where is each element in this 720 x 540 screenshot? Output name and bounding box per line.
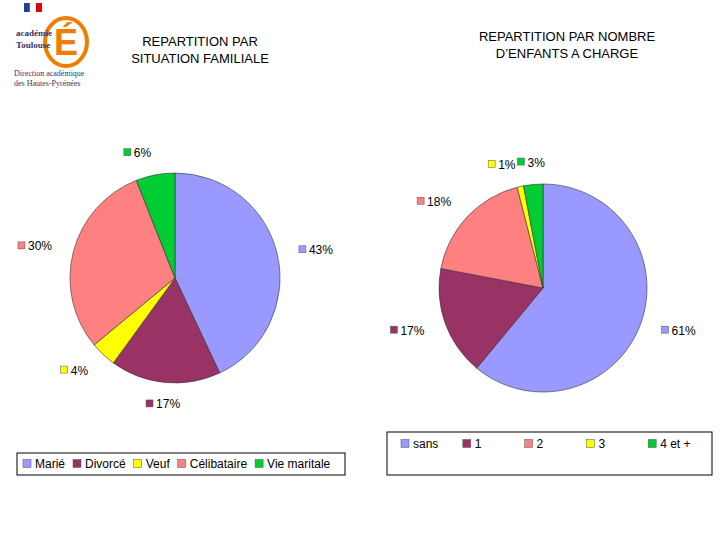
slice	[524, 184, 543, 288]
legend-label: Marié	[35, 457, 65, 471]
data-label: 1%	[488, 158, 516, 172]
data-label: 61%	[662, 324, 696, 338]
label-text: 4%	[71, 364, 89, 378]
legend-swatch	[178, 460, 186, 468]
legend-box	[387, 432, 712, 475]
data-label: 3%	[517, 156, 545, 170]
logo: Éacadémie Toulouse Direction académiquedes…	[14, 3, 87, 88]
label-text: 6%	[134, 146, 152, 160]
label-swatch	[18, 242, 25, 249]
legend-swatch	[255, 460, 263, 468]
label-text: 43%	[309, 243, 333, 257]
data-labels: 43% 17% 4% 30% 6%	[18, 146, 333, 411]
chart-title: REPARTITION PAR SITUATION FAMILIALE	[110, 33, 290, 67]
label-swatch	[146, 400, 153, 407]
chart-title: REPARTITION PAR NOMBRE D’ENFANTS A CHARG…	[462, 28, 672, 62]
legend: sans 1 2 3 4 et +	[387, 432, 712, 475]
data-label: 6%	[124, 146, 152, 160]
logo-text: académie	[16, 28, 52, 38]
legend-swatch	[648, 440, 656, 448]
label-swatch	[488, 161, 495, 168]
label-text: 61%	[672, 324, 696, 338]
label-swatch	[299, 246, 306, 253]
legend-swatch	[463, 440, 471, 448]
slice	[136, 173, 175, 278]
label-swatch	[390, 326, 397, 333]
label-text: 18%	[427, 195, 451, 209]
label-text: 17%	[156, 397, 180, 411]
legend-label: 2	[537, 437, 544, 451]
legend-swatch	[134, 460, 142, 468]
label-swatch	[517, 158, 524, 165]
page: Éacadémie Toulouse Direction académiquedes…	[0, 0, 720, 540]
legend-label: Vie maritale	[267, 457, 330, 471]
legend-swatch	[73, 460, 81, 468]
legend-label: 3	[598, 437, 605, 451]
legend-label: 1	[475, 437, 482, 451]
data-label: 4%	[61, 364, 89, 378]
data-label: 30%	[18, 239, 52, 253]
label-text: 17%	[400, 324, 424, 338]
label-text: 3%	[527, 156, 545, 170]
legend-swatch	[525, 440, 533, 448]
legend-label: sans	[413, 437, 438, 451]
legend-label: Célibataire	[190, 457, 248, 471]
legend-label: 4 et +	[660, 437, 690, 451]
legend-swatch	[401, 440, 409, 448]
data-label: 43%	[299, 243, 333, 257]
logo-text: Toulouse	[16, 40, 50, 50]
legend: Marié Divorcé Veuf Célibataire Vie maritale	[17, 453, 345, 475]
legend-label: Veuf	[146, 457, 171, 471]
legend-swatch	[586, 440, 594, 448]
label-swatch	[124, 149, 131, 156]
pie	[439, 184, 647, 392]
pie	[70, 173, 280, 383]
flag-white	[30, 3, 36, 12]
logo-text: des Hautes-Pyrénées	[14, 79, 80, 88]
data-label: 17%	[390, 324, 424, 338]
label-swatch	[662, 326, 669, 333]
data-label: 18%	[417, 195, 451, 209]
label-text: 1%	[498, 158, 516, 172]
canvas: Éacadémie Toulouse Direction académiquedes…	[0, 0, 720, 540]
legend-swatch	[23, 460, 31, 468]
emblem: É	[54, 22, 78, 63]
flag-red	[36, 3, 42, 12]
data-labels: 61% 17% 18% 1% 3%	[390, 156, 695, 338]
data-label: 17%	[146, 397, 180, 411]
label-swatch	[417, 197, 424, 204]
label-swatch	[61, 366, 68, 373]
flag-blue	[24, 3, 30, 12]
legend-box	[17, 453, 345, 475]
logo-text: Direction académique	[14, 69, 85, 78]
legend-label: Divorcé	[85, 457, 126, 471]
label-text: 30%	[28, 239, 52, 253]
emblem-ring	[45, 18, 87, 66]
